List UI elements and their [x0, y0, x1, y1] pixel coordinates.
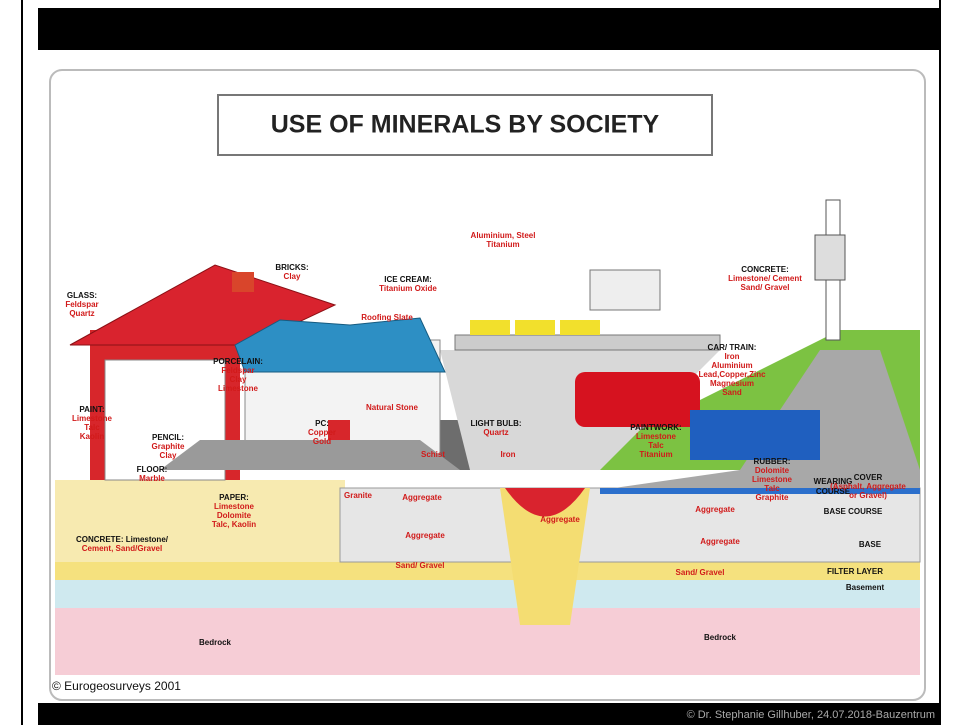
label-item: Gold: [313, 437, 331, 446]
label-heading: RUBBER:: [754, 457, 791, 466]
label-item: Talc, Kaolin: [212, 520, 256, 529]
label-item: Feldspar: [65, 300, 98, 309]
label-item: Limestone/ Cement: [728, 274, 802, 283]
figure-title: USE OF MINERALS BY SOCIETY: [271, 111, 660, 139]
label-heading: GLASS:: [67, 291, 97, 300]
tanker: [560, 320, 600, 335]
tower-top: [815, 235, 845, 280]
label-heading: LIGHT BULB:: [470, 419, 521, 428]
label-item: Titanium: [639, 450, 672, 459]
train: [575, 372, 700, 427]
label-item: Marble: [139, 474, 165, 483]
bedrock: [55, 600, 920, 675]
figure-credit: © Eurogeosurveys 2001: [52, 679, 181, 693]
layer-label: Basement: [846, 583, 885, 592]
tanker: [515, 320, 555, 335]
layer-label: FILTER LAYER: [827, 567, 883, 576]
label-item: Dolomite: [755, 466, 790, 475]
label-heading: FLOOR:: [137, 465, 168, 474]
label-item: Aluminium, Steel: [471, 231, 536, 240]
label-item: Talc: [648, 441, 664, 450]
label-item: Limestone: [636, 432, 677, 441]
label-heading: PC:: [315, 419, 329, 428]
label-item: Lead,Copper,Zinc: [698, 370, 766, 379]
label-item: Schist: [421, 450, 445, 459]
label-item: Roofing Slate: [361, 313, 413, 322]
label-heading: PENCIL:: [152, 433, 184, 442]
layer-label: Aggregate: [695, 505, 735, 514]
layer-label: BASE: [859, 540, 882, 549]
basement: [55, 578, 920, 608]
label-item: Clay: [160, 451, 177, 460]
label-item: Quartz: [483, 428, 508, 437]
label-item: Sand/ Gravel: [741, 283, 790, 292]
label-item: or Gravel): [849, 491, 887, 500]
label-heading: BRICKS:: [275, 263, 308, 272]
slide: USE OF MINERALS BY SOCIETY © Eurogeosurv…: [0, 0, 954, 725]
label-item: Talc: [764, 484, 780, 493]
label-item: Limestone: [752, 475, 793, 484]
label-item: Limestone: [218, 384, 259, 393]
label-heading: PAINTWORK:: [630, 423, 681, 432]
sand-layer: [55, 560, 920, 580]
label-item: Quartz: [69, 309, 94, 318]
layer-label: BASE COURSE: [824, 507, 883, 516]
label-item: Clay: [284, 272, 301, 281]
layer-label: Bedrock: [704, 633, 737, 642]
label-item: Cement, Sand/Gravel: [82, 544, 162, 553]
label-item: Limestone: [214, 502, 255, 511]
chimney: [232, 272, 254, 292]
layer-label: Aggregate: [700, 537, 740, 546]
label-heading: CAR/ TRAIN:: [708, 343, 757, 352]
oil-platform: [590, 270, 660, 310]
label-item: Titanium Oxide: [379, 284, 437, 293]
label-item: Limestone: [72, 414, 113, 423]
illustration: [50, 70, 925, 700]
bridge: [455, 335, 720, 350]
layer-label: Aggregate: [405, 531, 445, 540]
layer-label: Bedrock: [199, 638, 232, 647]
label-heading: PAINT:: [79, 405, 104, 414]
label-heading: ICE CREAM:: [384, 275, 432, 284]
label-item: Granite: [344, 491, 373, 500]
label-item: Copper: [308, 428, 336, 437]
layer-label: Aggregate: [540, 515, 580, 524]
truck: [690, 410, 820, 460]
label-heading: CONCRETE: Limestone/: [76, 535, 169, 544]
label-heading: PORCELAIN:: [213, 357, 263, 366]
layer-label: Aggregate: [402, 493, 442, 502]
layer-label: Sand/ Gravel: [396, 561, 445, 570]
label-item: Iron: [500, 450, 515, 459]
header-bar: [38, 8, 940, 50]
label-heading: PAPER:: [219, 493, 249, 502]
pavement: [160, 440, 460, 470]
label-item: Talc: [84, 423, 100, 432]
label-item: (Asphalt, Aggregate: [830, 482, 906, 491]
label-item: Graphite: [756, 493, 789, 502]
label-heading: COVER: [854, 473, 883, 482]
footer-text: © Dr. Stephanie Gillhuber, 24.07.2018-Ba…: [687, 709, 935, 721]
label-item: Kaolin: [80, 432, 105, 441]
label-item: Feldspar: [221, 366, 254, 375]
label-item: Dolomite: [217, 511, 252, 520]
page: USE OF MINERALS BY SOCIETY © Eurogeosurv…: [0, 0, 954, 725]
label-item: Sand: [722, 388, 742, 397]
label-item: Titanium: [486, 240, 519, 249]
label-item: Clay: [230, 375, 247, 384]
label-item: Iron: [724, 352, 739, 361]
label-item: Aluminium: [711, 361, 752, 370]
label-item: Magnesium: [710, 379, 754, 388]
label-item: Graphite: [152, 442, 185, 451]
tanker: [470, 320, 510, 335]
layer-label: Sand/ Gravel: [676, 568, 725, 577]
label-heading: CONCRETE:: [741, 265, 789, 274]
label-item: Natural Stone: [366, 403, 419, 412]
